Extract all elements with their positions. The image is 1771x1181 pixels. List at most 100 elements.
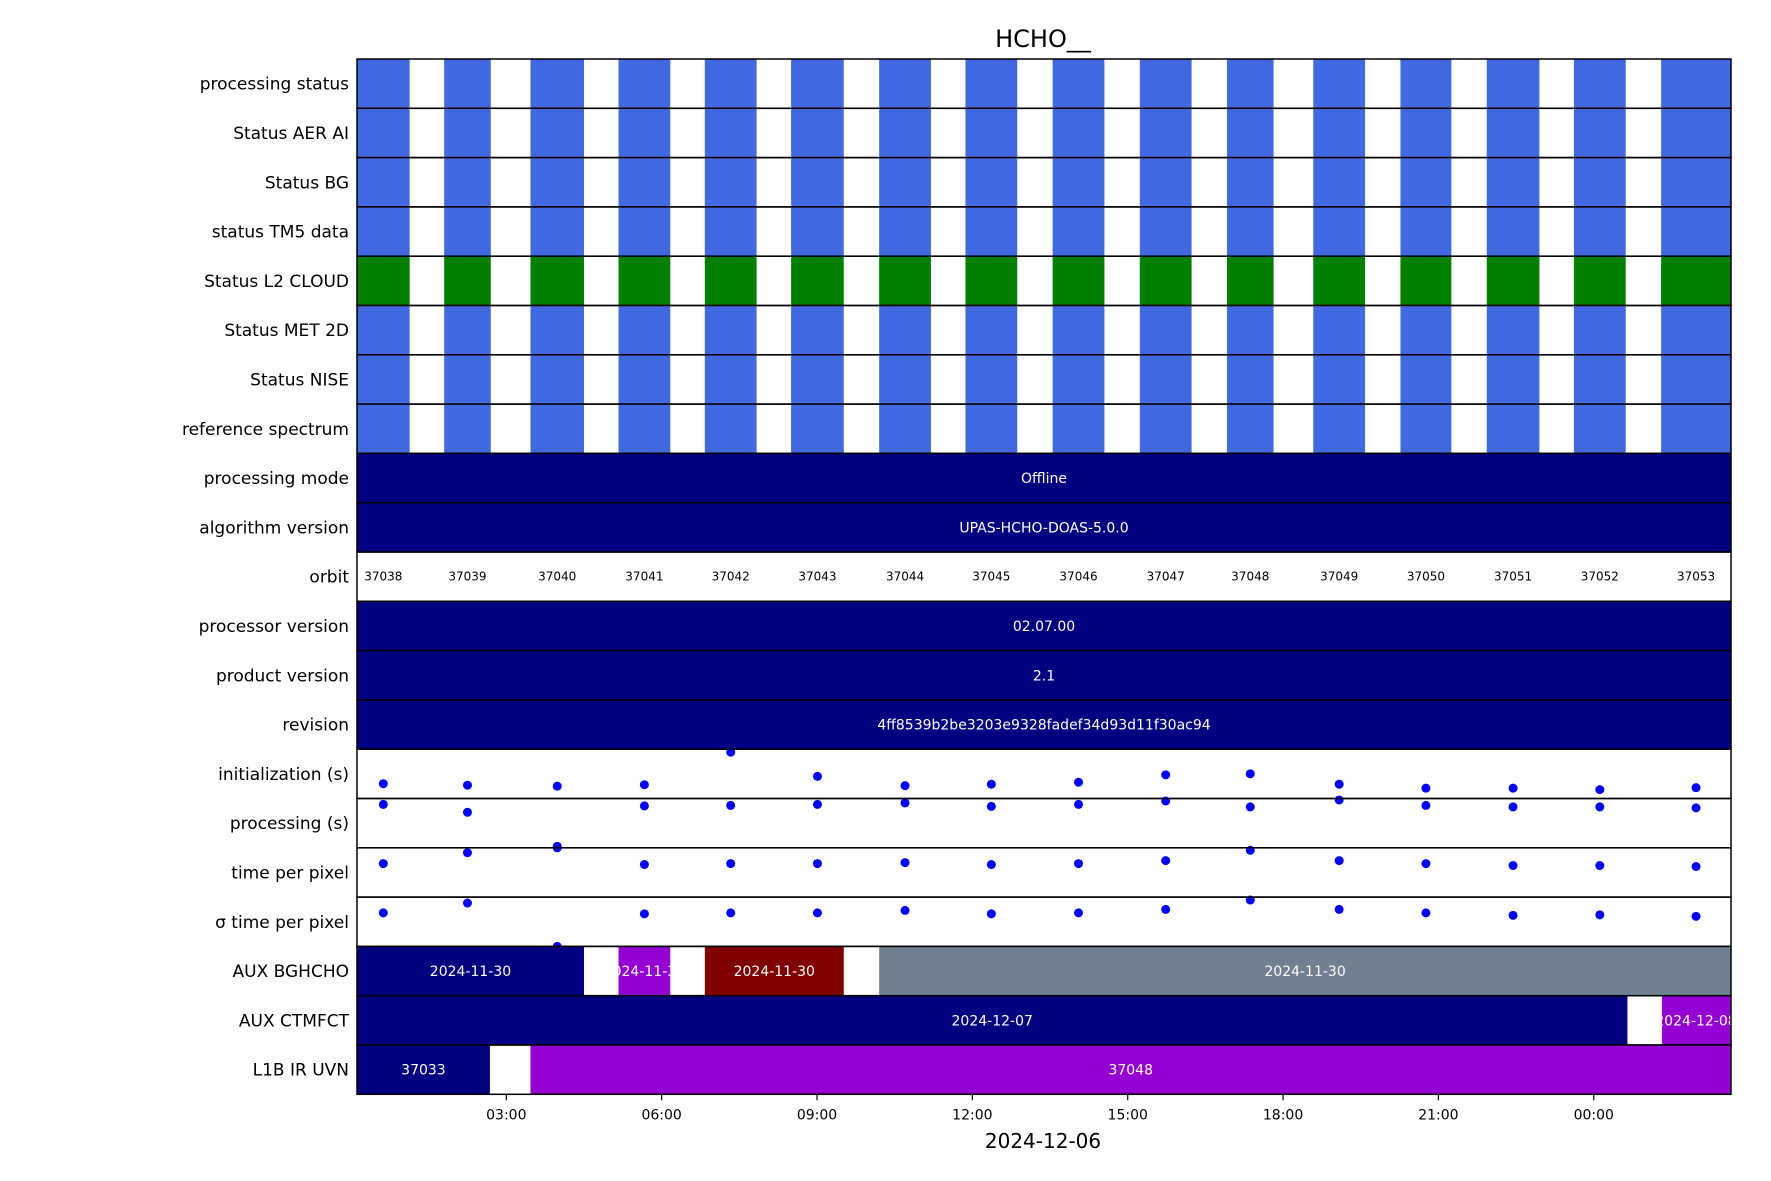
data-point bbox=[986, 860, 996, 870]
data-point bbox=[900, 858, 910, 868]
data-point bbox=[639, 801, 649, 811]
orbit-label: 37047 bbox=[1147, 570, 1185, 584]
data-point bbox=[726, 800, 736, 810]
status-bar bbox=[1400, 354, 1452, 405]
status-bar bbox=[791, 206, 844, 257]
segment-label: 2024-12-07 bbox=[952, 1013, 1033, 1029]
row-status-tm5-data: status TM5 data bbox=[212, 206, 1732, 257]
data-point bbox=[1334, 795, 1344, 805]
data-point bbox=[1421, 800, 1431, 810]
data-point bbox=[1074, 908, 1084, 918]
status-bar bbox=[1573, 108, 1626, 158]
status-bar bbox=[618, 305, 671, 355]
status-bar bbox=[444, 354, 491, 405]
data-point bbox=[639, 909, 649, 919]
data-point bbox=[1334, 856, 1344, 866]
data-point bbox=[812, 799, 822, 809]
data-point bbox=[1595, 785, 1605, 795]
row-label: status TM5 data bbox=[212, 223, 349, 243]
status-bar bbox=[530, 59, 584, 109]
status-bar bbox=[791, 354, 844, 405]
segment-bar bbox=[357, 1045, 490, 1095]
data-point bbox=[1334, 904, 1344, 914]
x-tick-label: 03:00 bbox=[486, 1107, 526, 1123]
row-product-version: product version 2.1 bbox=[216, 649, 1732, 701]
status-bar bbox=[1573, 404, 1626, 454]
row-time-per-pixel: σ time per pixel bbox=[215, 895, 1732, 951]
data-point bbox=[378, 799, 388, 809]
status-bar bbox=[1139, 354, 1192, 405]
status-bar bbox=[1661, 256, 1731, 306]
status-bar bbox=[704, 256, 757, 306]
orbit-label: 37040 bbox=[538, 570, 576, 584]
status-bar bbox=[530, 108, 584, 158]
segment-label: 2024-11-30 bbox=[1264, 964, 1345, 980]
segment-label: 37048 bbox=[1108, 1063, 1153, 1079]
segment-bar bbox=[357, 650, 1731, 700]
status-bar bbox=[1400, 256, 1452, 306]
status-bar bbox=[965, 59, 1018, 109]
status-bar bbox=[1400, 305, 1452, 355]
data-point bbox=[378, 908, 388, 918]
x-tick-label: 06:00 bbox=[641, 1107, 681, 1123]
row-label: processing status bbox=[200, 75, 349, 95]
row-l1b-ir-uvn: L1B IR UVN 37033 37048 bbox=[253, 1044, 1732, 1096]
status-bar bbox=[791, 256, 844, 306]
status-bar bbox=[1400, 157, 1452, 207]
x-tick-label: 18:00 bbox=[1263, 1107, 1303, 1123]
status-bar bbox=[1052, 157, 1105, 207]
status-bar bbox=[1226, 305, 1274, 355]
status-bar bbox=[1313, 206, 1366, 257]
status-bar bbox=[1139, 206, 1192, 257]
status-bar bbox=[879, 404, 931, 454]
segment-label: 2024-12-08 bbox=[1655, 1013, 1736, 1029]
data-point bbox=[1421, 908, 1431, 918]
data-point bbox=[986, 779, 996, 789]
data-point bbox=[462, 780, 472, 790]
status-bar bbox=[1661, 404, 1731, 454]
row-label: Status L2 CLOUD bbox=[204, 272, 349, 292]
status-bar bbox=[444, 108, 491, 158]
orbit-label: 37042 bbox=[712, 570, 750, 584]
status-bar bbox=[357, 404, 410, 454]
data-point bbox=[378, 859, 388, 869]
segment-label: 2.1 bbox=[1033, 668, 1055, 684]
status-bar bbox=[1313, 256, 1366, 306]
status-bar bbox=[1226, 206, 1274, 257]
status-bar bbox=[618, 354, 671, 405]
status-bar bbox=[1226, 256, 1274, 306]
status-bar bbox=[444, 404, 491, 454]
status-bar bbox=[618, 108, 671, 158]
data-point bbox=[1421, 783, 1431, 793]
row-status-aer-ai: Status AER AI bbox=[233, 107, 1732, 159]
row-processing-s: processing (s) bbox=[230, 795, 1732, 853]
status-bar bbox=[1400, 59, 1452, 109]
status-bar bbox=[1313, 354, 1366, 405]
status-bar bbox=[444, 157, 491, 207]
status-bar bbox=[879, 59, 931, 109]
status-bar bbox=[1486, 206, 1540, 257]
segment-label: 4ff8539b2be3203e9328fadef34d93d11f30ac94 bbox=[877, 718, 1210, 734]
status-bar bbox=[1573, 206, 1626, 257]
status-bar bbox=[965, 108, 1018, 158]
row-label: revision bbox=[282, 716, 349, 736]
orbit-label: 37039 bbox=[448, 570, 486, 584]
status-bar bbox=[1226, 404, 1274, 454]
status-bar bbox=[1573, 256, 1626, 306]
row-frame bbox=[356, 748, 1732, 800]
status-bar bbox=[1400, 108, 1452, 158]
segment-bar bbox=[530, 1045, 1732, 1095]
data-point bbox=[1074, 859, 1084, 869]
status-bar bbox=[879, 157, 931, 207]
data-point bbox=[726, 908, 736, 918]
orbit-label: 37049 bbox=[1320, 570, 1358, 584]
status-bar bbox=[618, 59, 671, 109]
data-point bbox=[1691, 803, 1701, 813]
data-point bbox=[1334, 779, 1344, 789]
status-bar bbox=[1661, 108, 1731, 158]
status-bar bbox=[1661, 206, 1731, 257]
status-bar bbox=[1139, 404, 1192, 454]
data-point bbox=[986, 909, 996, 919]
